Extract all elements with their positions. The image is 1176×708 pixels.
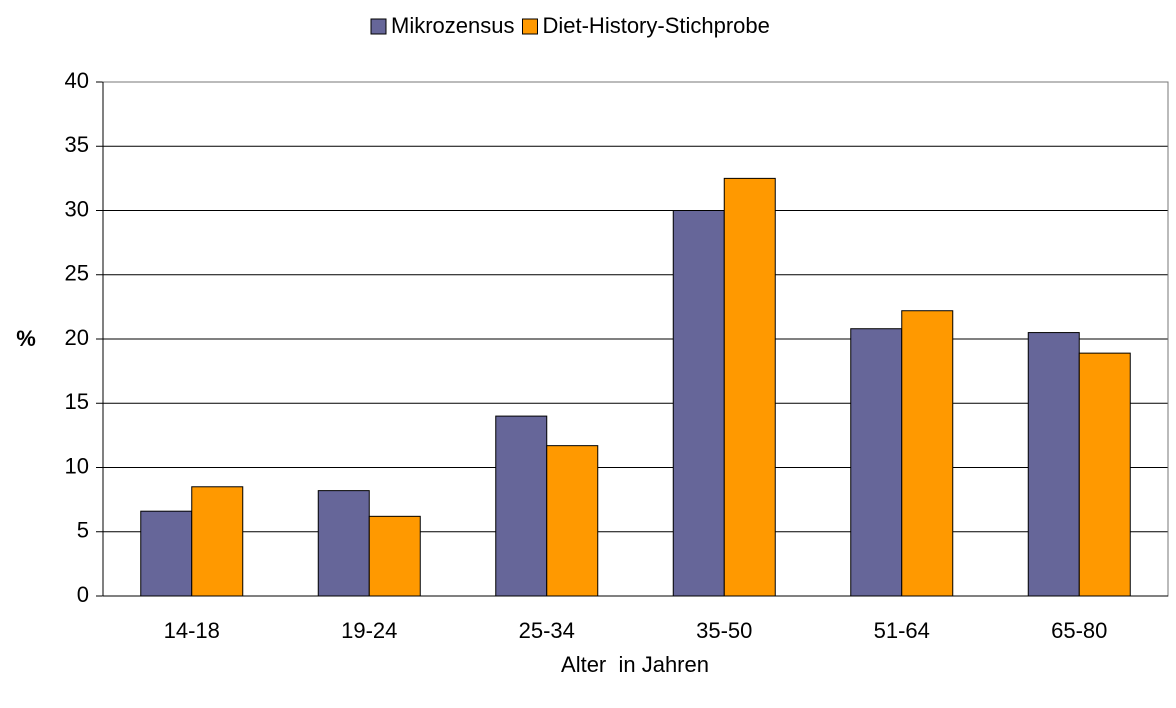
y-tick-label: 35 bbox=[65, 132, 89, 157]
y-tick-label: 20 bbox=[65, 325, 89, 350]
bar bbox=[1078, 352, 1131, 597]
bar bbox=[495, 415, 548, 597]
x-axis-label: Alter in Jahren bbox=[561, 652, 709, 677]
bar bbox=[191, 486, 244, 597]
bar bbox=[1027, 332, 1080, 597]
y-tick-label: 10 bbox=[65, 453, 89, 478]
x-tick-label: 51-64 bbox=[874, 618, 930, 643]
legend-swatch bbox=[370, 18, 387, 35]
y-tick-label: 5 bbox=[77, 518, 89, 543]
x-tick-label: 35-50 bbox=[696, 618, 752, 643]
bar bbox=[368, 515, 421, 597]
bar bbox=[850, 328, 903, 597]
bar bbox=[317, 490, 370, 597]
y-tick-label: 30 bbox=[65, 196, 89, 221]
bar bbox=[546, 445, 599, 597]
y-axis-label: % bbox=[16, 326, 36, 351]
x-tick-label: 25-34 bbox=[519, 618, 575, 643]
y-tick-label: 25 bbox=[65, 261, 89, 286]
y-tick-label: 0 bbox=[77, 582, 89, 607]
x-tick-label: 14-18 bbox=[164, 618, 220, 643]
bar bbox=[901, 310, 954, 597]
y-tick-label: 40 bbox=[65, 68, 89, 93]
y-tick-label: 15 bbox=[65, 389, 89, 414]
bar bbox=[140, 510, 193, 597]
legend-label: Diet-History-Stichprobe bbox=[542, 13, 769, 38]
legend-swatch bbox=[521, 18, 538, 35]
bar bbox=[672, 210, 725, 597]
legend-label: Mikrozensus bbox=[391, 13, 514, 38]
bar bbox=[723, 177, 776, 597]
x-tick-label: 65-80 bbox=[1051, 618, 1107, 643]
x-tick-label: 19-24 bbox=[341, 618, 397, 643]
